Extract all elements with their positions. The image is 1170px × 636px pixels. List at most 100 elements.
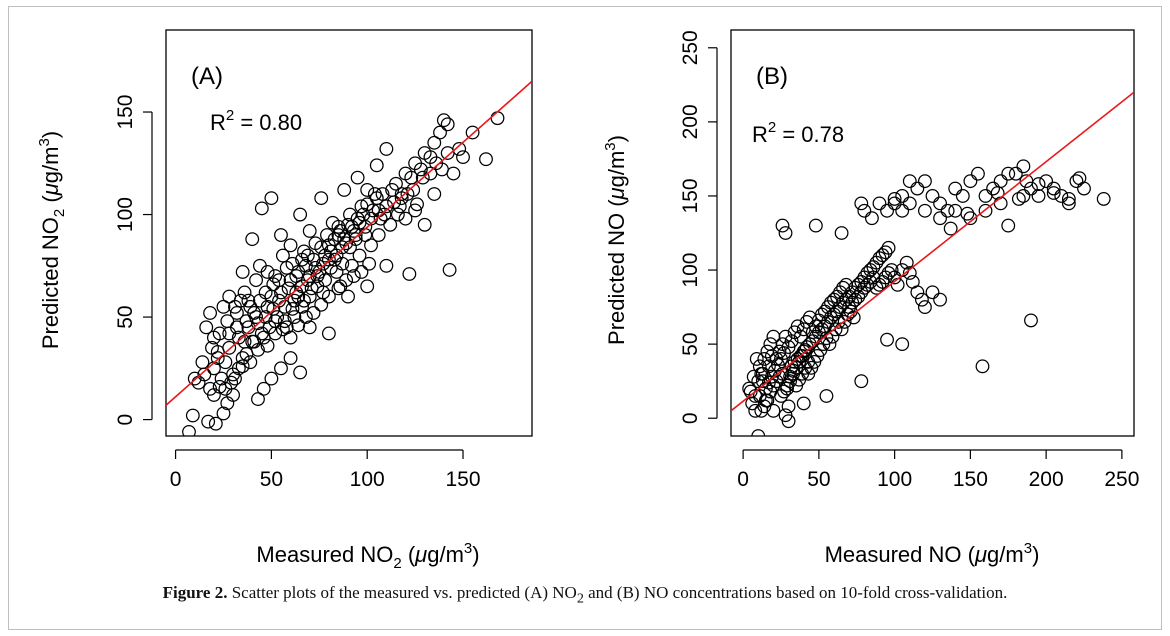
x-tick-label: 150 xyxy=(953,468,988,491)
data-point xyxy=(452,142,467,156)
data-point xyxy=(285,256,300,271)
data-point xyxy=(302,320,317,335)
data-point xyxy=(283,351,298,366)
data-point xyxy=(808,218,823,233)
caption-label: Figure 2. xyxy=(162,583,228,602)
data-point xyxy=(260,338,275,353)
data-point xyxy=(479,152,493,167)
x-axis-label-paren: ( xyxy=(402,542,416,567)
data-point xyxy=(948,181,963,196)
x-tick-label: 0 xyxy=(170,468,182,491)
data-point xyxy=(187,371,202,386)
data-point xyxy=(277,314,292,329)
data-point xyxy=(427,135,442,150)
data-point xyxy=(297,244,311,259)
x-axis-label-mu: μ xyxy=(414,542,427,567)
r2-prefix: R xyxy=(752,122,768,147)
data-point xyxy=(933,211,948,226)
y-axis-label-text: Predicted NO xyxy=(38,217,63,349)
data-point xyxy=(435,162,449,177)
data-point xyxy=(415,170,430,185)
data-point xyxy=(917,300,932,315)
data-point xyxy=(402,267,417,281)
y-tick-label: 50 xyxy=(679,332,702,355)
data-point xyxy=(346,269,361,283)
data-point xyxy=(761,359,776,374)
data-point xyxy=(978,189,993,203)
x-axis-label-unit: g/m xyxy=(427,542,464,567)
data-point xyxy=(993,174,1008,189)
y-tick-label: 100 xyxy=(679,253,702,288)
data-point xyxy=(878,270,893,285)
x-axis-label: Measured NO (μg/m3) xyxy=(825,540,1040,567)
x-tick-label: 100 xyxy=(350,468,385,491)
data-point xyxy=(367,187,382,201)
data-point xyxy=(801,354,816,369)
data-point xyxy=(205,340,219,355)
plot-contents xyxy=(166,80,532,436)
y-axis-label-close-paren: ) xyxy=(38,131,63,138)
data-point xyxy=(352,248,367,263)
data-point xyxy=(321,252,336,267)
data-point xyxy=(784,334,799,349)
y-tick-label: 150 xyxy=(679,178,702,213)
y-axis-label-paren: ( xyxy=(38,195,63,209)
data-point xyxy=(854,374,869,389)
data-point xyxy=(864,211,879,226)
data-point xyxy=(752,359,767,374)
data-point xyxy=(360,183,375,197)
x-tick-label: 50 xyxy=(260,468,283,491)
data-point xyxy=(895,337,910,352)
data-point xyxy=(360,279,375,294)
data-point xyxy=(917,203,932,218)
data-point xyxy=(293,207,308,222)
caption-text-2: and (B) NO concentrations based on 10-fo… xyxy=(583,583,1008,602)
y-axis-label-mu: μ xyxy=(604,187,629,200)
data-point xyxy=(377,207,392,222)
data-point xyxy=(258,285,273,300)
data-point xyxy=(895,189,910,203)
data-point xyxy=(297,293,311,308)
x-axis-label-paren: ( xyxy=(962,542,976,567)
data-point xyxy=(960,206,975,221)
data-point xyxy=(793,329,808,344)
data-point xyxy=(456,150,470,165)
data-point xyxy=(933,196,948,211)
data-point xyxy=(406,183,421,197)
data-point xyxy=(802,310,817,325)
y-axis-label-unit: g/m xyxy=(38,147,63,184)
data-point xyxy=(446,166,461,181)
data-point xyxy=(373,211,388,226)
chart-panel-b: 0 50 100 150 200 250 0 50 100 150 200 250 (B) R2 = 0.… xyxy=(602,29,1139,567)
data-point xyxy=(1011,191,1026,206)
data-point xyxy=(781,414,796,429)
data-point xyxy=(348,228,363,242)
data-point xyxy=(1061,196,1076,211)
data-point xyxy=(258,310,273,324)
data-point xyxy=(1096,191,1111,206)
data-point xyxy=(243,355,258,370)
data-point xyxy=(274,361,288,376)
data-point xyxy=(241,293,256,308)
data-point xyxy=(229,320,244,335)
data-point xyxy=(880,203,894,218)
data-point xyxy=(256,381,271,396)
data-point xyxy=(369,158,384,173)
data-point xyxy=(822,337,837,352)
data-point xyxy=(314,191,329,206)
data-point xyxy=(287,310,302,324)
data-point xyxy=(341,289,355,304)
data-point xyxy=(264,371,279,386)
data-point xyxy=(978,203,993,218)
data-point xyxy=(743,384,758,399)
data-point xyxy=(887,196,902,211)
data-point xyxy=(389,176,403,191)
data-point xyxy=(182,424,196,436)
x-tick-label: 150 xyxy=(445,468,480,491)
data-point xyxy=(320,228,334,242)
data-point xyxy=(1024,181,1038,196)
data-point xyxy=(306,306,321,320)
data-point xyxy=(766,403,781,418)
data-point xyxy=(364,238,378,253)
